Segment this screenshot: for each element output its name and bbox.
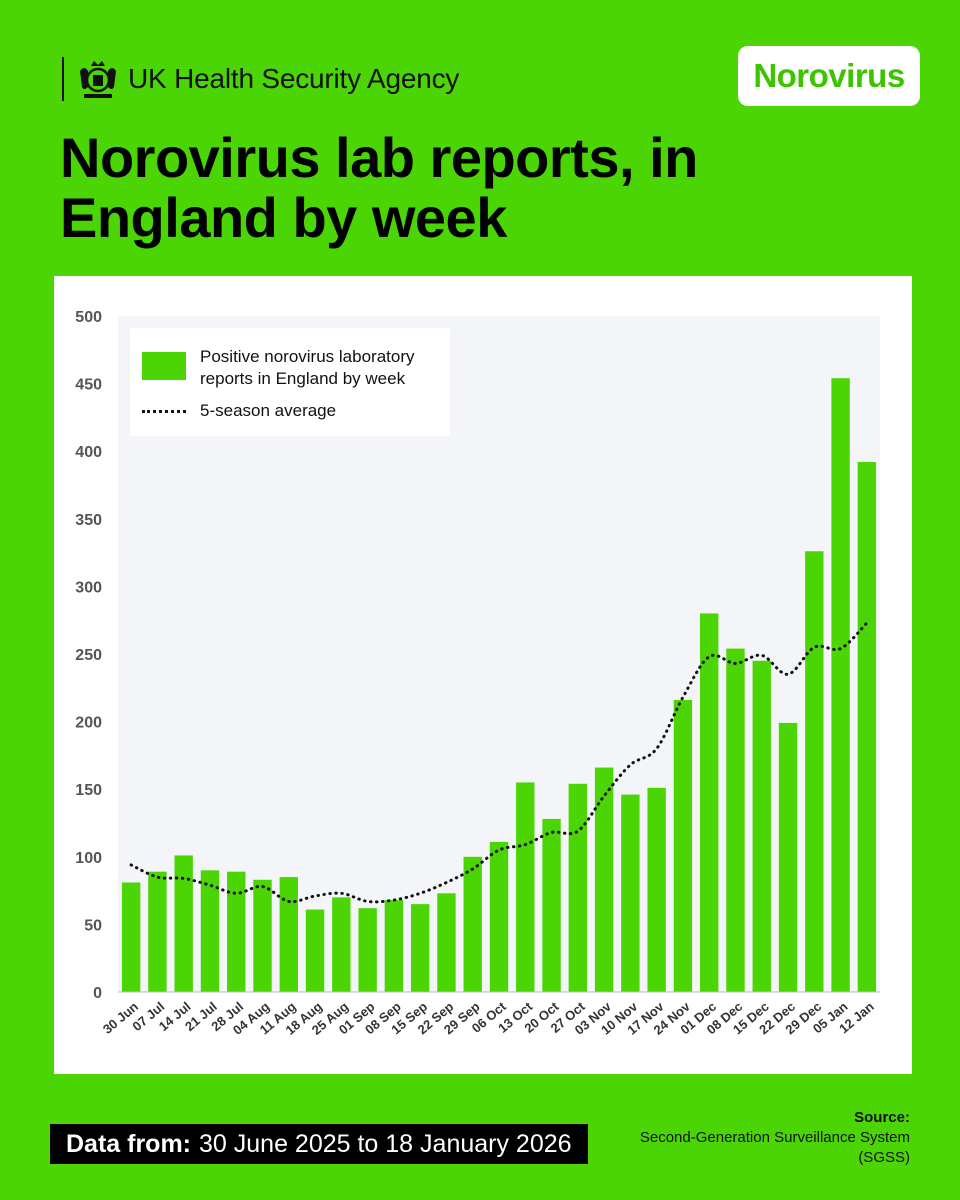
bar bbox=[542, 818, 561, 992]
bar bbox=[726, 648, 745, 992]
legend-bars-label: Positive norovirus laboratory reports in… bbox=[200, 347, 415, 388]
data-from-value: 30 June 2025 to 18 January 2026 bbox=[199, 1129, 572, 1158]
bar bbox=[121, 882, 141, 992]
legend-bar-swatch bbox=[142, 352, 186, 380]
y-tick-label: 350 bbox=[75, 512, 102, 529]
bar bbox=[358, 908, 377, 992]
bar bbox=[227, 871, 246, 992]
bar bbox=[700, 613, 719, 992]
legend-item-line: 5-season average bbox=[142, 400, 450, 422]
chart-panel: 0 50 100 150 200 250 300 350 400 450 500 30 Jun 07 J… bbox=[54, 276, 912, 1074]
page-title: Norovirus lab reports, in England by wee… bbox=[60, 126, 698, 249]
agency-name: UK Health Security Agency bbox=[128, 63, 460, 94]
bar bbox=[463, 856, 482, 992]
y-tick-label: 500 bbox=[75, 309, 102, 326]
source-note: Source: Second-Generation Surveillance S… bbox=[590, 1108, 910, 1168]
bar bbox=[437, 893, 456, 992]
bar bbox=[410, 904, 430, 992]
bar bbox=[831, 378, 850, 992]
legend-item-bars: Positive norovirus laboratory reports in… bbox=[142, 346, 450, 390]
chart-legend: Positive norovirus laboratory reports in… bbox=[130, 328, 450, 436]
bar bbox=[621, 794, 640, 992]
bar bbox=[384, 900, 404, 992]
bar bbox=[148, 871, 167, 992]
bar bbox=[752, 660, 771, 992]
bar bbox=[594, 767, 614, 992]
data-from-label: Data from: bbox=[66, 1129, 192, 1158]
y-tick-label: 100 bbox=[75, 850, 102, 867]
data-range-banner: Data from: 30 June 2025 to 18 January 20… bbox=[50, 1124, 588, 1164]
y-tick-label: 200 bbox=[75, 715, 102, 732]
source-value: Second-Generation Surveillance System (S… bbox=[639, 1129, 910, 1166]
y-tick-label: 300 bbox=[75, 579, 102, 596]
y-tick-label: 50 bbox=[84, 917, 102, 934]
royal-crest-icon bbox=[80, 61, 116, 98]
y-tick-label: 450 bbox=[75, 377, 102, 394]
bar bbox=[805, 551, 824, 992]
bar bbox=[279, 877, 298, 992]
bar bbox=[673, 699, 693, 992]
bar bbox=[200, 870, 220, 992]
header-divider bbox=[62, 57, 64, 101]
y-tick-label: 250 bbox=[75, 647, 102, 664]
bar bbox=[305, 909, 325, 992]
bar bbox=[516, 782, 535, 992]
y-tick-label: 400 bbox=[75, 444, 102, 461]
y-tick-label: 150 bbox=[75, 782, 102, 799]
legend-line-label: 5-season average bbox=[200, 401, 337, 420]
bar bbox=[489, 841, 509, 992]
bar bbox=[568, 783, 588, 992]
bar bbox=[332, 897, 351, 992]
bar bbox=[253, 879, 272, 992]
bar bbox=[174, 855, 193, 992]
legend-dotted-line-swatch bbox=[142, 409, 186, 413]
bar bbox=[857, 462, 877, 992]
source-label: Source: bbox=[854, 1109, 910, 1126]
bar bbox=[647, 787, 666, 992]
topic-badge: Norovirus bbox=[738, 46, 920, 106]
bar bbox=[778, 722, 798, 992]
agency-header: UK Health Security Agency bbox=[62, 56, 459, 102]
y-tick-label: 0 bbox=[93, 985, 102, 1002]
